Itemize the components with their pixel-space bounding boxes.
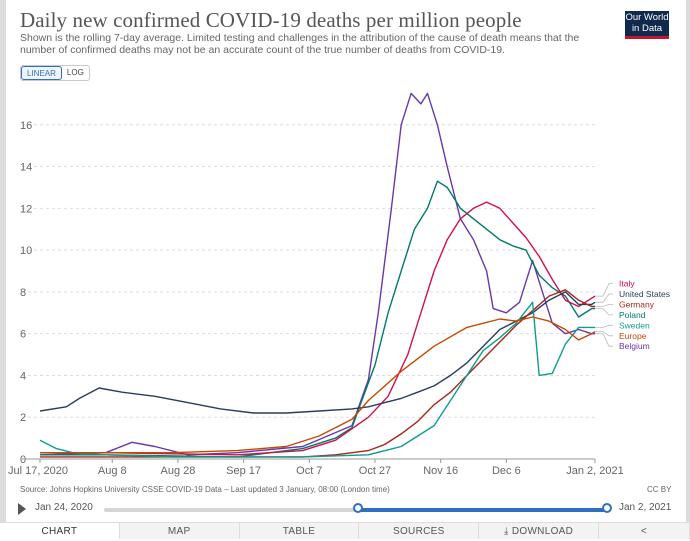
y-tick-label: 14 [20, 162, 32, 174]
x-tick-label: Aug 28 [160, 465, 195, 477]
x-tick-label: Oct 27 [359, 465, 391, 477]
timeline-end-label: Jan 2, 2021 [619, 502, 672, 513]
timeline: Jan 24, 2020 Jan 2, 2021 [0, 500, 690, 518]
chart-subtitle: Shown is the rolling 7-day average. Limi… [20, 32, 580, 56]
y-tick-label: 12 [20, 203, 32, 215]
y-tick-label: 6 [20, 329, 26, 341]
series-line-germany [40, 289, 595, 458]
y-tick-label: 10 [20, 245, 32, 257]
timeline-start-handle[interactable] [353, 503, 363, 513]
tab-sources[interactable]: SOURCES [359, 523, 480, 539]
x-tick-label: Jan 2, 2021 [566, 465, 624, 477]
play-icon[interactable] [18, 503, 26, 515]
timeline-selected-range [358, 508, 607, 512]
owid-logo[interactable]: Our World in Data [625, 11, 669, 39]
label-connector-belgium [595, 333, 613, 347]
left-scroll-edge [0, 0, 6, 538]
logo-bar [625, 36, 669, 39]
series-label-italy: Italy [619, 279, 635, 289]
chart-title: Daily new confirmed COVID-19 deaths per … [20, 8, 522, 32]
series-line-poland [40, 180, 595, 458]
series-label-united-states: United States [619, 289, 670, 299]
y-tick-label: 16 [20, 120, 32, 132]
source-note: Source: Johns Hopkins University CSSE CO… [20, 485, 390, 494]
series-line-europe [40, 316, 596, 454]
series-label-poland: Poland [619, 310, 646, 320]
right-scroll-edge [686, 0, 690, 538]
tab-chart[interactable]: CHART [0, 523, 120, 539]
y-tick-label: 4 [20, 370, 26, 382]
label-connector-united-states [595, 293, 613, 303]
download-icon: ⤓ [504, 526, 512, 537]
x-tick-label: Oct 7 [296, 465, 322, 477]
series-label-sweden: Sweden [619, 320, 650, 330]
x-tick-label: Sep 17 [226, 465, 261, 477]
x-tick-label: Jul 17, 2020 [8, 465, 68, 477]
series-label-europe: Europe [619, 331, 647, 341]
series-label-belgium: Belgium [619, 341, 650, 351]
series-line-belgium [39, 92, 595, 456]
y-tick-label: 0 [20, 454, 26, 466]
tab-table[interactable]: TABLE [240, 523, 360, 539]
label-connector-italy [595, 283, 613, 297]
label-connector-europe [595, 331, 613, 337]
tab-download-label: DOWNLOAD [511, 526, 574, 537]
series-line-italy [40, 201, 596, 456]
share-button[interactable]: < [599, 523, 690, 539]
logo-line-1: Our World [625, 12, 669, 23]
scale-toggle[interactable]: LINEAR LOG [20, 65, 90, 81]
line-chart: 0 2 4 6 8 10 12 14 16 Jul 17, 2020 Aug 8 Aug 28 Sep … [8, 92, 670, 477]
y-tick-label: 8 [20, 287, 26, 299]
x-tick-label: Dec 6 [492, 465, 521, 477]
tab-download[interactable]: ⤓ DOWNLOAD [479, 523, 599, 539]
x-tick-label: Aug 8 [98, 465, 127, 477]
series-line-sweden [39, 301, 595, 458]
label-connector-poland [595, 308, 613, 316]
series-line-united-states [39, 291, 596, 414]
tab-bar: CHART MAP TABLE SOURCES ⤓ DOWNLOAD < [0, 522, 690, 539]
label-connector-germany [595, 303, 613, 307]
y-tick-label: 2 [20, 412, 26, 424]
linear-scale-button[interactable]: LINEAR [21, 66, 62, 80]
timeline-end-handle[interactable] [602, 503, 612, 513]
logo-line-2: in Data [631, 22, 663, 34]
series-label-germany: Germany [619, 299, 655, 309]
share-icon: < [640, 526, 648, 537]
label-connector-sweden [595, 324, 613, 328]
tab-map[interactable]: MAP [120, 523, 240, 539]
timeline-start-label: Jan 24, 2020 [35, 502, 93, 513]
log-scale-button[interactable]: LOG [66, 68, 84, 77]
license-link[interactable]: CC BY [647, 485, 672, 494]
x-tick-label: Nov 16 [423, 465, 458, 477]
